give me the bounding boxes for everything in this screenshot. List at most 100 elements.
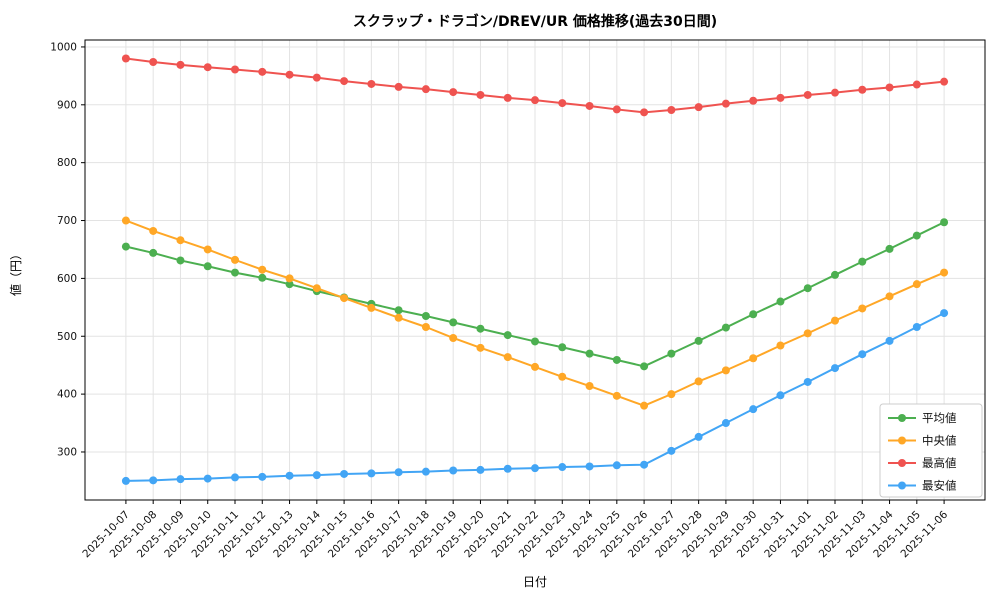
marker-min [476, 465, 485, 474]
marker-min [694, 432, 703, 441]
series-markers-median [121, 216, 949, 410]
marker-max [640, 108, 649, 117]
marker-max [803, 90, 812, 99]
marker-min [421, 467, 430, 476]
legend-label-mean: 平均値 [922, 411, 957, 425]
marker-median [640, 401, 649, 410]
marker-max [721, 99, 730, 108]
marker-max [940, 77, 949, 86]
marker-min [231, 473, 239, 482]
marker-mean [449, 318, 458, 327]
legend-item-median: 中央値 [888, 434, 957, 448]
marker-min [640, 460, 649, 469]
marker-max [503, 93, 512, 102]
marker-median [258, 265, 267, 274]
marker-max [667, 106, 676, 115]
y-tick-label: 1000 [50, 41, 77, 53]
marker-min [531, 464, 539, 473]
marker-mean [749, 310, 758, 319]
marker-max [285, 70, 294, 79]
y-tick-label: 600 [57, 273, 77, 285]
marker-min [885, 336, 894, 345]
marker-mean [776, 297, 785, 306]
marker-median [449, 333, 458, 342]
marker-max [912, 80, 921, 89]
marker-min [503, 464, 512, 473]
y-tick-label: 500 [57, 331, 77, 343]
marker-median [558, 372, 567, 381]
marker-min [612, 461, 621, 470]
marker-median [531, 362, 539, 371]
marker-median [912, 280, 921, 289]
marker-mean [803, 284, 812, 293]
marker-mean [885, 244, 894, 253]
marker-mean [258, 273, 267, 282]
marker-median [749, 354, 758, 363]
marker-max [612, 105, 621, 114]
marker-max [312, 73, 321, 82]
marker-mean [831, 270, 839, 279]
marker-median [585, 382, 594, 391]
marker-min [394, 468, 403, 477]
marker-min [312, 471, 321, 480]
legend-marker-mean [898, 414, 906, 422]
marker-min [176, 475, 185, 484]
legend-item-mean: 平均値 [888, 411, 957, 425]
marker-max [394, 82, 403, 91]
series-markers-mean [121, 218, 949, 371]
legend-box [879, 403, 983, 498]
marker-min [340, 469, 349, 478]
marker-median [421, 322, 430, 331]
y-tick-label: 700 [57, 215, 77, 227]
legend-marker-max [898, 459, 906, 467]
marker-mean [612, 355, 621, 364]
marker-mean [231, 268, 239, 277]
marker-min [940, 309, 949, 318]
marker-mean [121, 242, 130, 251]
marker-mean [503, 331, 512, 340]
legend-label-min: 最安値 [922, 479, 957, 493]
legend-item-min: 最安値 [888, 479, 957, 493]
marker-mean [940, 218, 949, 227]
marker-median [858, 304, 867, 313]
marker-median [312, 284, 321, 293]
marker-mean [176, 256, 185, 265]
axes-layer: 30040050060070080090010002025-10-072025-… [50, 39, 986, 560]
marker-median [203, 245, 212, 254]
y-tick-label: 300 [57, 446, 77, 458]
marker-mean [585, 349, 594, 358]
marker-max [531, 96, 539, 105]
marker-median [667, 390, 676, 399]
legend-label-max: 最高値 [922, 456, 957, 470]
marker-min [203, 474, 212, 483]
series-layer [121, 54, 949, 485]
legend-marker-median [898, 436, 906, 445]
y-tick-label: 900 [57, 99, 77, 111]
marker-mean [476, 324, 485, 333]
marker-min [449, 466, 458, 475]
marker-max [558, 99, 567, 108]
marker-mean [558, 343, 567, 352]
marker-min [721, 419, 730, 428]
marker-min [667, 446, 676, 455]
marker-max [476, 90, 485, 99]
marker-median [721, 366, 730, 375]
marker-mean [421, 312, 430, 320]
marker-min [749, 405, 758, 414]
marker-max [258, 67, 267, 76]
marker-min [121, 476, 130, 485]
marker-median [394, 313, 403, 322]
x-axis-label: 日付 [523, 575, 547, 589]
marker-min [803, 377, 812, 386]
legend-label-median: 中央値 [922, 434, 957, 448]
marker-min [831, 364, 839, 373]
marker-mean [394, 306, 403, 315]
marker-max [831, 88, 839, 97]
marker-median [285, 274, 294, 283]
marker-median [503, 353, 512, 362]
marker-median [340, 294, 349, 303]
marker-mean [667, 349, 676, 358]
marker-max [176, 60, 185, 69]
marker-median [694, 377, 703, 386]
